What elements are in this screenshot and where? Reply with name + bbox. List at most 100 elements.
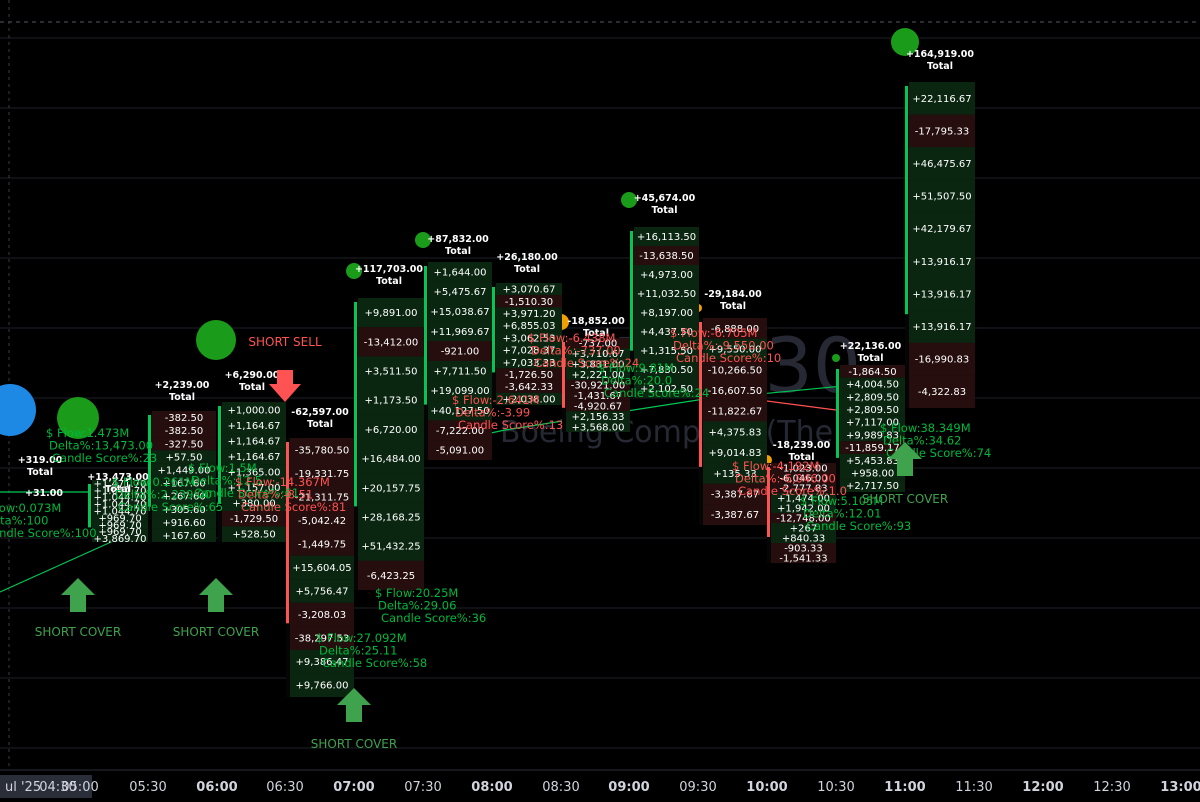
footprint-cell [771,543,836,553]
cell-value: +840.33 [782,534,825,545]
footprint-cell [428,281,492,302]
bar-total-label: Total [376,276,402,287]
cell-value: -1,023.00 [779,464,827,475]
bar-total: -18,852.00 [567,316,625,327]
cell-value: +3,062.53 [503,333,556,344]
cell-value: -921.00 [441,347,480,358]
cell-value: +3,568.00 [572,422,625,433]
footprint-cell [566,338,630,349]
footprint-cell [358,560,424,590]
cell-value: +40,127.50 [430,406,489,417]
cell-value: -17,795.33 [915,126,970,137]
footprint-cell [771,513,836,523]
cell-value: +3,710.67 [572,349,625,360]
cell-value: +1,471.70 [94,479,147,490]
flow-stat-line: Delta%:29.06 [378,599,456,613]
cell-value: +2,156.33 [572,412,625,423]
bar-total-label: Total [583,328,609,339]
cell-value: -6,888.00 [711,324,759,335]
cell-value: +1,942.00 [777,504,830,515]
signal-cover: SHORT COVER [35,578,121,639]
flow-stat-line: Delta%:-9,550.00 [673,339,774,353]
flow-stat-line: Candle Score%:81 [241,500,346,514]
cell-value: +19,099.00 [430,386,489,397]
footprint-bar-0830: -737.00+3,710.67+3,831.00+2,221.00-30,92… [562,316,630,433]
cell-value: -6,423.25 [367,571,415,582]
bar-total: -18,239.00 [773,440,831,451]
footprint-cell [840,428,905,442]
footprint-cell [428,400,492,421]
footprint-cell [152,528,216,542]
footprint-cell [566,400,630,412]
cell-value: +1,644.00 [434,267,487,278]
candle-body [218,406,221,504]
flow-stat-line: Delta%:12.5 [191,474,262,488]
cell-value: +1,315.50 [640,346,693,357]
footprint-cell [428,380,492,401]
flow-stat-line: $ Flow:27.092M [316,631,407,645]
footprint-cell [92,507,148,515]
cell-value: +57.50 [165,452,202,463]
bar-total: +319.00 [18,455,63,466]
footprint-cell [152,463,216,477]
footprint-cell [771,473,836,483]
footprint-cell [290,649,354,674]
flow-stat-0430: $ Flow:0.073MDelta%:100Candle Score%:100 [0,501,97,540]
footprint-bar-0530: -382.50 -382.50 -327.50 +57.50 +1,449.00 +167… [148,380,216,542]
flow-stat-line: $ Flow:5.105M [800,494,883,508]
footprint-cell [290,461,354,486]
volume-bubble [832,354,840,362]
candle-body [354,302,357,507]
footprint-cell [358,385,424,415]
axis-tick-label: 06:00 [196,780,237,795]
footprint-cell [771,553,836,563]
cell-value: -13,412.00 [364,337,419,348]
candle-body [767,467,770,537]
footprint-cell [634,360,699,379]
cell-value: +167.60 [162,479,205,490]
cell-value: +7,711.50 [434,366,487,377]
footprint-cell [771,533,836,543]
cell-value: +1,000.00 [228,405,281,416]
arrow-down-icon [269,370,301,402]
footprint-cell [92,535,148,542]
volume-bubble [0,384,36,436]
flow-stat-line: $ Flow:38.349M [880,421,971,435]
candle-body [836,369,839,458]
cell-value: +5,475.67 [434,287,487,298]
footprint-cell [703,338,767,360]
footprint-cell [428,321,492,342]
candle-body [286,442,289,624]
footprint-cell [152,489,216,503]
footprint-cell [909,277,975,311]
cell-value: +3,971.20 [503,309,556,320]
cell-value: +46,475.67 [912,159,971,170]
cell-value: +916.60 [162,518,205,529]
footprint-cell [358,473,424,503]
footprint-cell [496,356,562,369]
cell-value: +8,197.00 [640,308,693,319]
cell-value: +1,474.00 [777,494,830,505]
cell-value: +3,511.50 [365,367,418,378]
flow-stat-line: $ Flow:-6.705M [670,326,757,340]
bar-total-label: Total [105,484,131,495]
footprint-bar-0500: +1,471.70+1,044.70+1,044.70+1,044.70+1,0… [87,472,149,545]
cell-value: -11,859.17 [845,443,900,454]
cell-value: +1,164.67 [228,436,281,447]
flow-stat-line: Delta%:34.62 [883,434,961,448]
footprint-cell [840,403,905,416]
cell-value: -30,921.00 [571,381,626,392]
cell-value: -5,091.00 [436,446,484,457]
flow-stat-line: Candle Score%:13 [458,418,563,432]
candle-body [492,287,495,373]
footprint-cell [566,390,630,401]
bar-total: -62,597.00 [291,407,349,418]
cell-value: +9,891.00 [365,308,418,319]
flow-stat-line: Candle Score%:100 [0,526,97,540]
cell-value: -3,387.67 [711,489,759,500]
flow-stat-line: Delta%:20.0 [601,374,672,388]
